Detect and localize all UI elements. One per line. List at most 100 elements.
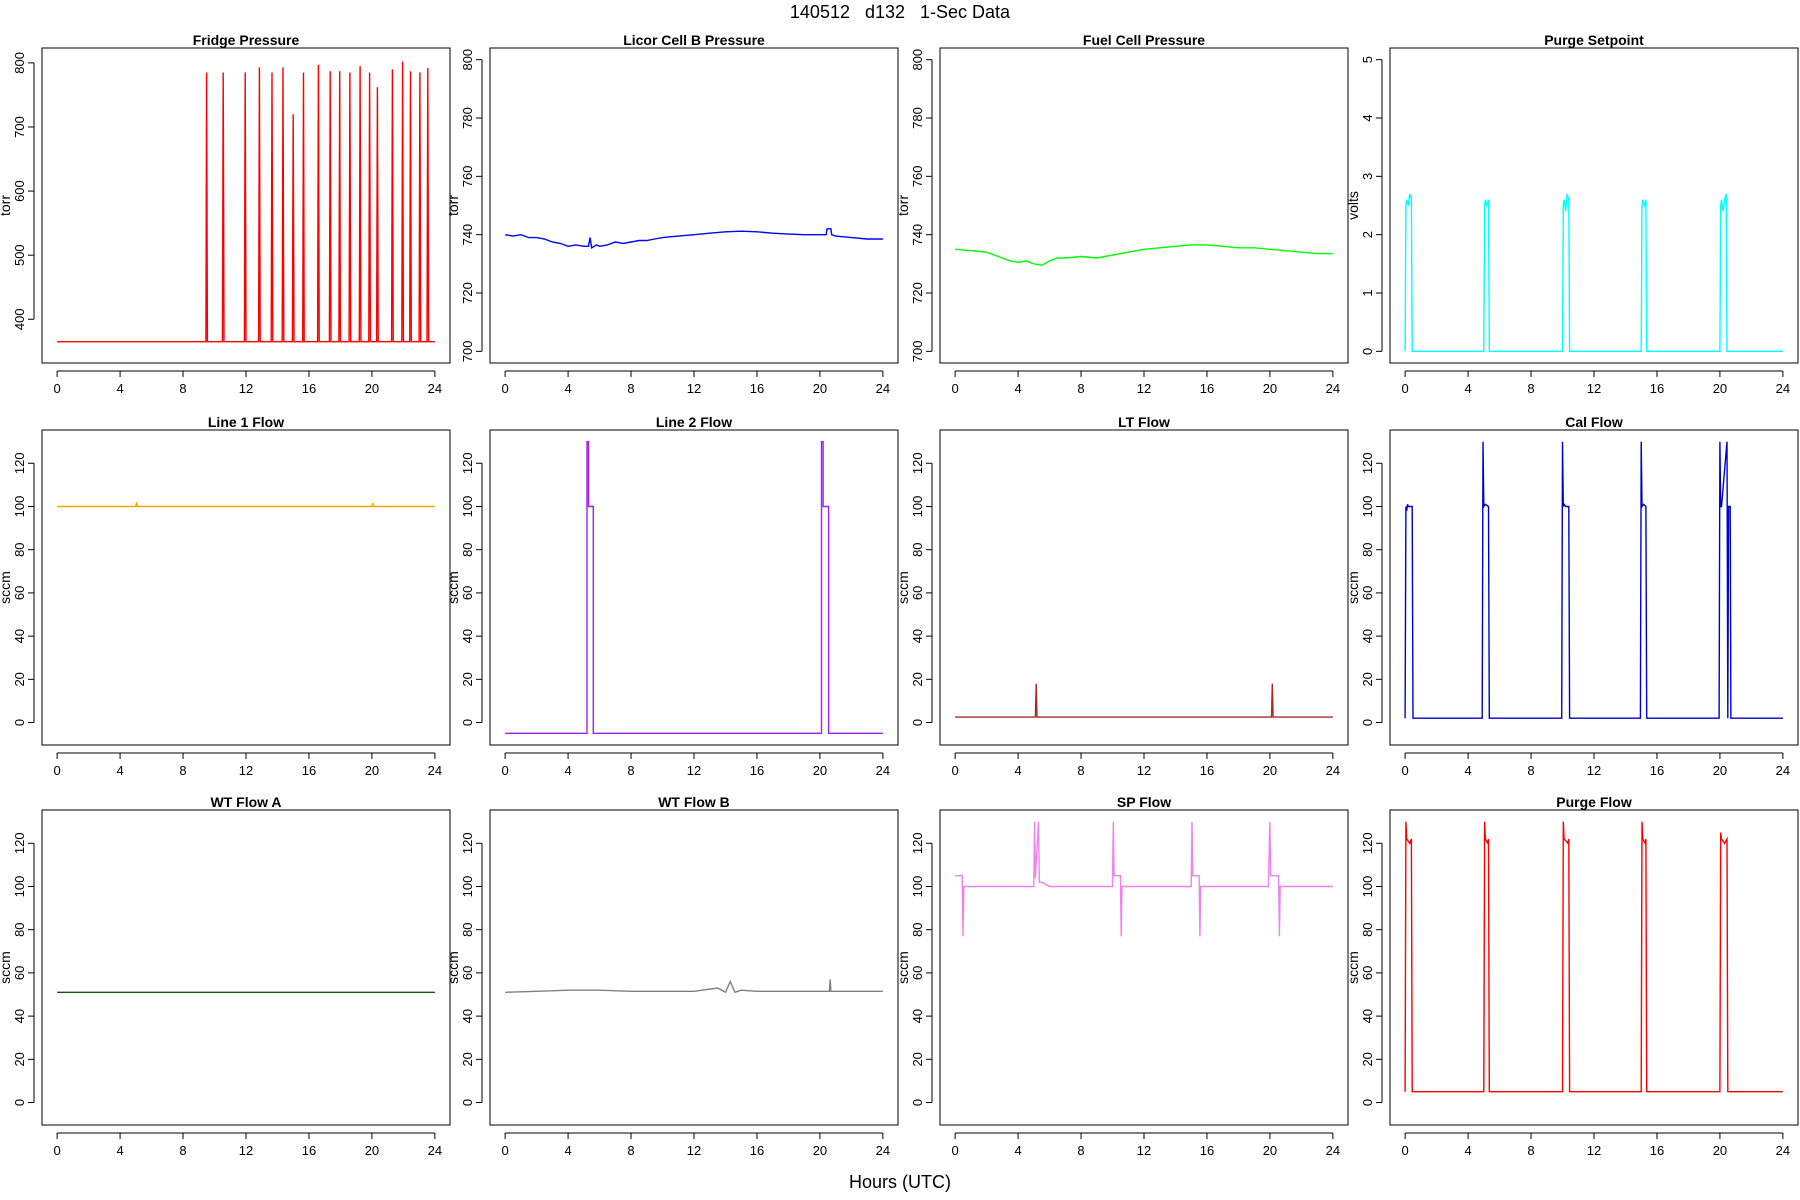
panel-title: Fuel Cell Pressure — [1083, 32, 1205, 48]
x-tick-label: 8 — [1527, 763, 1534, 778]
y-tick-label: 0 — [460, 719, 475, 726]
panel-title: Cal Flow — [1565, 414, 1623, 430]
x-tick-label: 12 — [1587, 1143, 1601, 1158]
y-tick-label: 20 — [1360, 1052, 1375, 1066]
y-tick-label: 0 — [910, 719, 925, 726]
plot-frame — [489, 809, 899, 1126]
x-tick-label: 16 — [1200, 763, 1214, 778]
y-tick-label: 120 — [460, 452, 475, 474]
plot-frame — [1389, 809, 1799, 1126]
y-tick-label: 740 — [910, 224, 925, 246]
plot-frame — [41, 809, 451, 1126]
x-tick-label: 20 — [1713, 763, 1727, 778]
x-tick-label: 8 — [1527, 1143, 1534, 1158]
y-tick-label: 800 — [460, 49, 475, 71]
x-tick-label: 8 — [627, 763, 634, 778]
x-tick-label: 16 — [750, 763, 764, 778]
y-tick-label: 0 — [1360, 719, 1375, 726]
x-tick-label: 24 — [1326, 763, 1340, 778]
y-axis-label: sccm — [0, 951, 13, 984]
y-tick-label: 40 — [460, 629, 475, 643]
y-tick-label: 20 — [12, 672, 27, 686]
x-tick-label: 4 — [116, 1143, 123, 1158]
y-tick-label: 40 — [1360, 629, 1375, 643]
y-tick-label: 60 — [460, 966, 475, 980]
x-tick-label: 16 — [1650, 1143, 1664, 1158]
y-tick-label: 20 — [12, 1052, 27, 1066]
x-tick-label: 0 — [501, 763, 508, 778]
y-tick-label: 60 — [460, 586, 475, 600]
x-tick-label: 24 — [428, 1143, 442, 1158]
plot-frame — [41, 429, 451, 746]
y-tick-label: 0 — [1360, 348, 1375, 355]
x-tick-label: 12 — [687, 381, 701, 396]
x-tick-label: 12 — [239, 763, 253, 778]
y-tick-label: 80 — [1360, 542, 1375, 556]
x-tick-label: 20 — [813, 1143, 827, 1158]
y-tick-label: 120 — [460, 832, 475, 854]
y-axis-label: sccm — [445, 571, 461, 604]
panel-title: WT Flow A — [210, 794, 281, 810]
x-tick-label: 20 — [365, 1143, 379, 1158]
panel-title: Fridge Pressure — [193, 32, 300, 48]
y-tick-label: 0 — [12, 719, 27, 726]
panel-8: WT Flow A sccm 0 4 8 12 16 20 24 0 20 40 60 80 100 120 — [0, 794, 451, 1158]
y-tick-label: 1 — [1360, 289, 1375, 296]
x-tick-label: 20 — [1263, 381, 1277, 396]
y-axis-label: sccm — [445, 951, 461, 984]
y-tick-label: 40 — [910, 1009, 925, 1023]
x-tick-label: 24 — [1776, 763, 1790, 778]
y-tick-label: 100 — [460, 876, 475, 898]
y-tick-label: 40 — [12, 629, 27, 643]
y-tick-label: 3 — [1360, 173, 1375, 180]
y-tick-label: 20 — [910, 1052, 925, 1066]
x-tick-label: 24 — [876, 1143, 890, 1158]
y-tick-label: 20 — [460, 672, 475, 686]
x-tick-label: 4 — [1014, 381, 1021, 396]
y-tick-label: 100 — [460, 496, 475, 518]
x-tick-label: 0 — [1401, 763, 1408, 778]
x-tick-label: 0 — [1401, 1143, 1408, 1158]
y-tick-label: 0 — [12, 1099, 27, 1106]
y-tick-label: 100 — [910, 876, 925, 898]
x-tick-label: 12 — [687, 763, 701, 778]
y-tick-label: 2 — [1360, 231, 1375, 238]
plot-frame — [1389, 47, 1799, 364]
x-tick-label: 8 — [1077, 763, 1084, 778]
plot-frame — [939, 47, 1349, 364]
y-tick-label: 100 — [1360, 876, 1375, 898]
y-axis-label: torr — [895, 195, 911, 216]
x-tick-label: 4 — [564, 763, 571, 778]
plot-frame — [939, 429, 1349, 746]
panel-title: SP Flow — [1117, 794, 1171, 810]
y-axis-label: torr — [445, 195, 461, 216]
y-axis-label: sccm — [0, 571, 13, 604]
x-tick-label: 16 — [1650, 381, 1664, 396]
y-tick-label: 780 — [910, 107, 925, 129]
y-tick-label: 800 — [12, 52, 27, 74]
x-tick-label: 0 — [53, 763, 60, 778]
x-tick-label: 8 — [1077, 381, 1084, 396]
y-tick-label: 700 — [12, 116, 27, 138]
y-tick-label: 40 — [1360, 1009, 1375, 1023]
y-tick-label: 100 — [1360, 496, 1375, 518]
y-tick-label: 740 — [460, 224, 475, 246]
x-tick-label: 0 — [1401, 381, 1408, 396]
y-tick-label: 20 — [460, 1052, 475, 1066]
y-tick-label: 80 — [1360, 922, 1375, 936]
x-tick-label: 20 — [365, 763, 379, 778]
x-tick-label: 16 — [750, 381, 764, 396]
y-tick-label: 120 — [12, 832, 27, 854]
panel-11: Purge Flow sccm 0 4 8 12 16 20 24 0 20 40 60 80 100 120 — [1345, 794, 1799, 1158]
x-tick-label: 12 — [239, 381, 253, 396]
series-line — [505, 979, 883, 994]
y-tick-label: 760 — [460, 165, 475, 187]
x-tick-label: 16 — [1200, 1143, 1214, 1158]
x-tick-label: 8 — [627, 381, 634, 396]
y-tick-label: 600 — [12, 180, 27, 202]
panel-7: Cal Flow sccm 0 4 8 12 16 20 24 0 20 40 60 80 100 120 — [1345, 414, 1799, 778]
panel-title: Line 1 Flow — [208, 414, 284, 430]
